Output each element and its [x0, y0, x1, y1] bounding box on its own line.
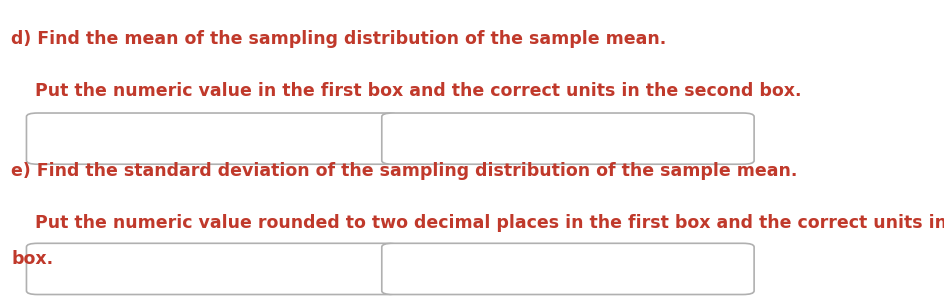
Text: Put the numeric value rounded to two decimal places in the first box and the cor: Put the numeric value rounded to two dec… [11, 214, 944, 231]
FancyBboxPatch shape [381, 243, 753, 295]
Text: box.: box. [11, 250, 54, 268]
Text: e) Find the standard deviation of the sampling distribution of the sample mean.: e) Find the standard deviation of the sa… [11, 162, 797, 180]
Text: Put the numeric value in the first box and the correct units in the second box.: Put the numeric value in the first box a… [11, 82, 801, 100]
FancyBboxPatch shape [381, 113, 753, 164]
FancyBboxPatch shape [26, 113, 398, 164]
Text: d) Find the mean of the sampling distribution of the sample mean.: d) Find the mean of the sampling distrib… [11, 30, 666, 48]
FancyBboxPatch shape [26, 243, 398, 295]
